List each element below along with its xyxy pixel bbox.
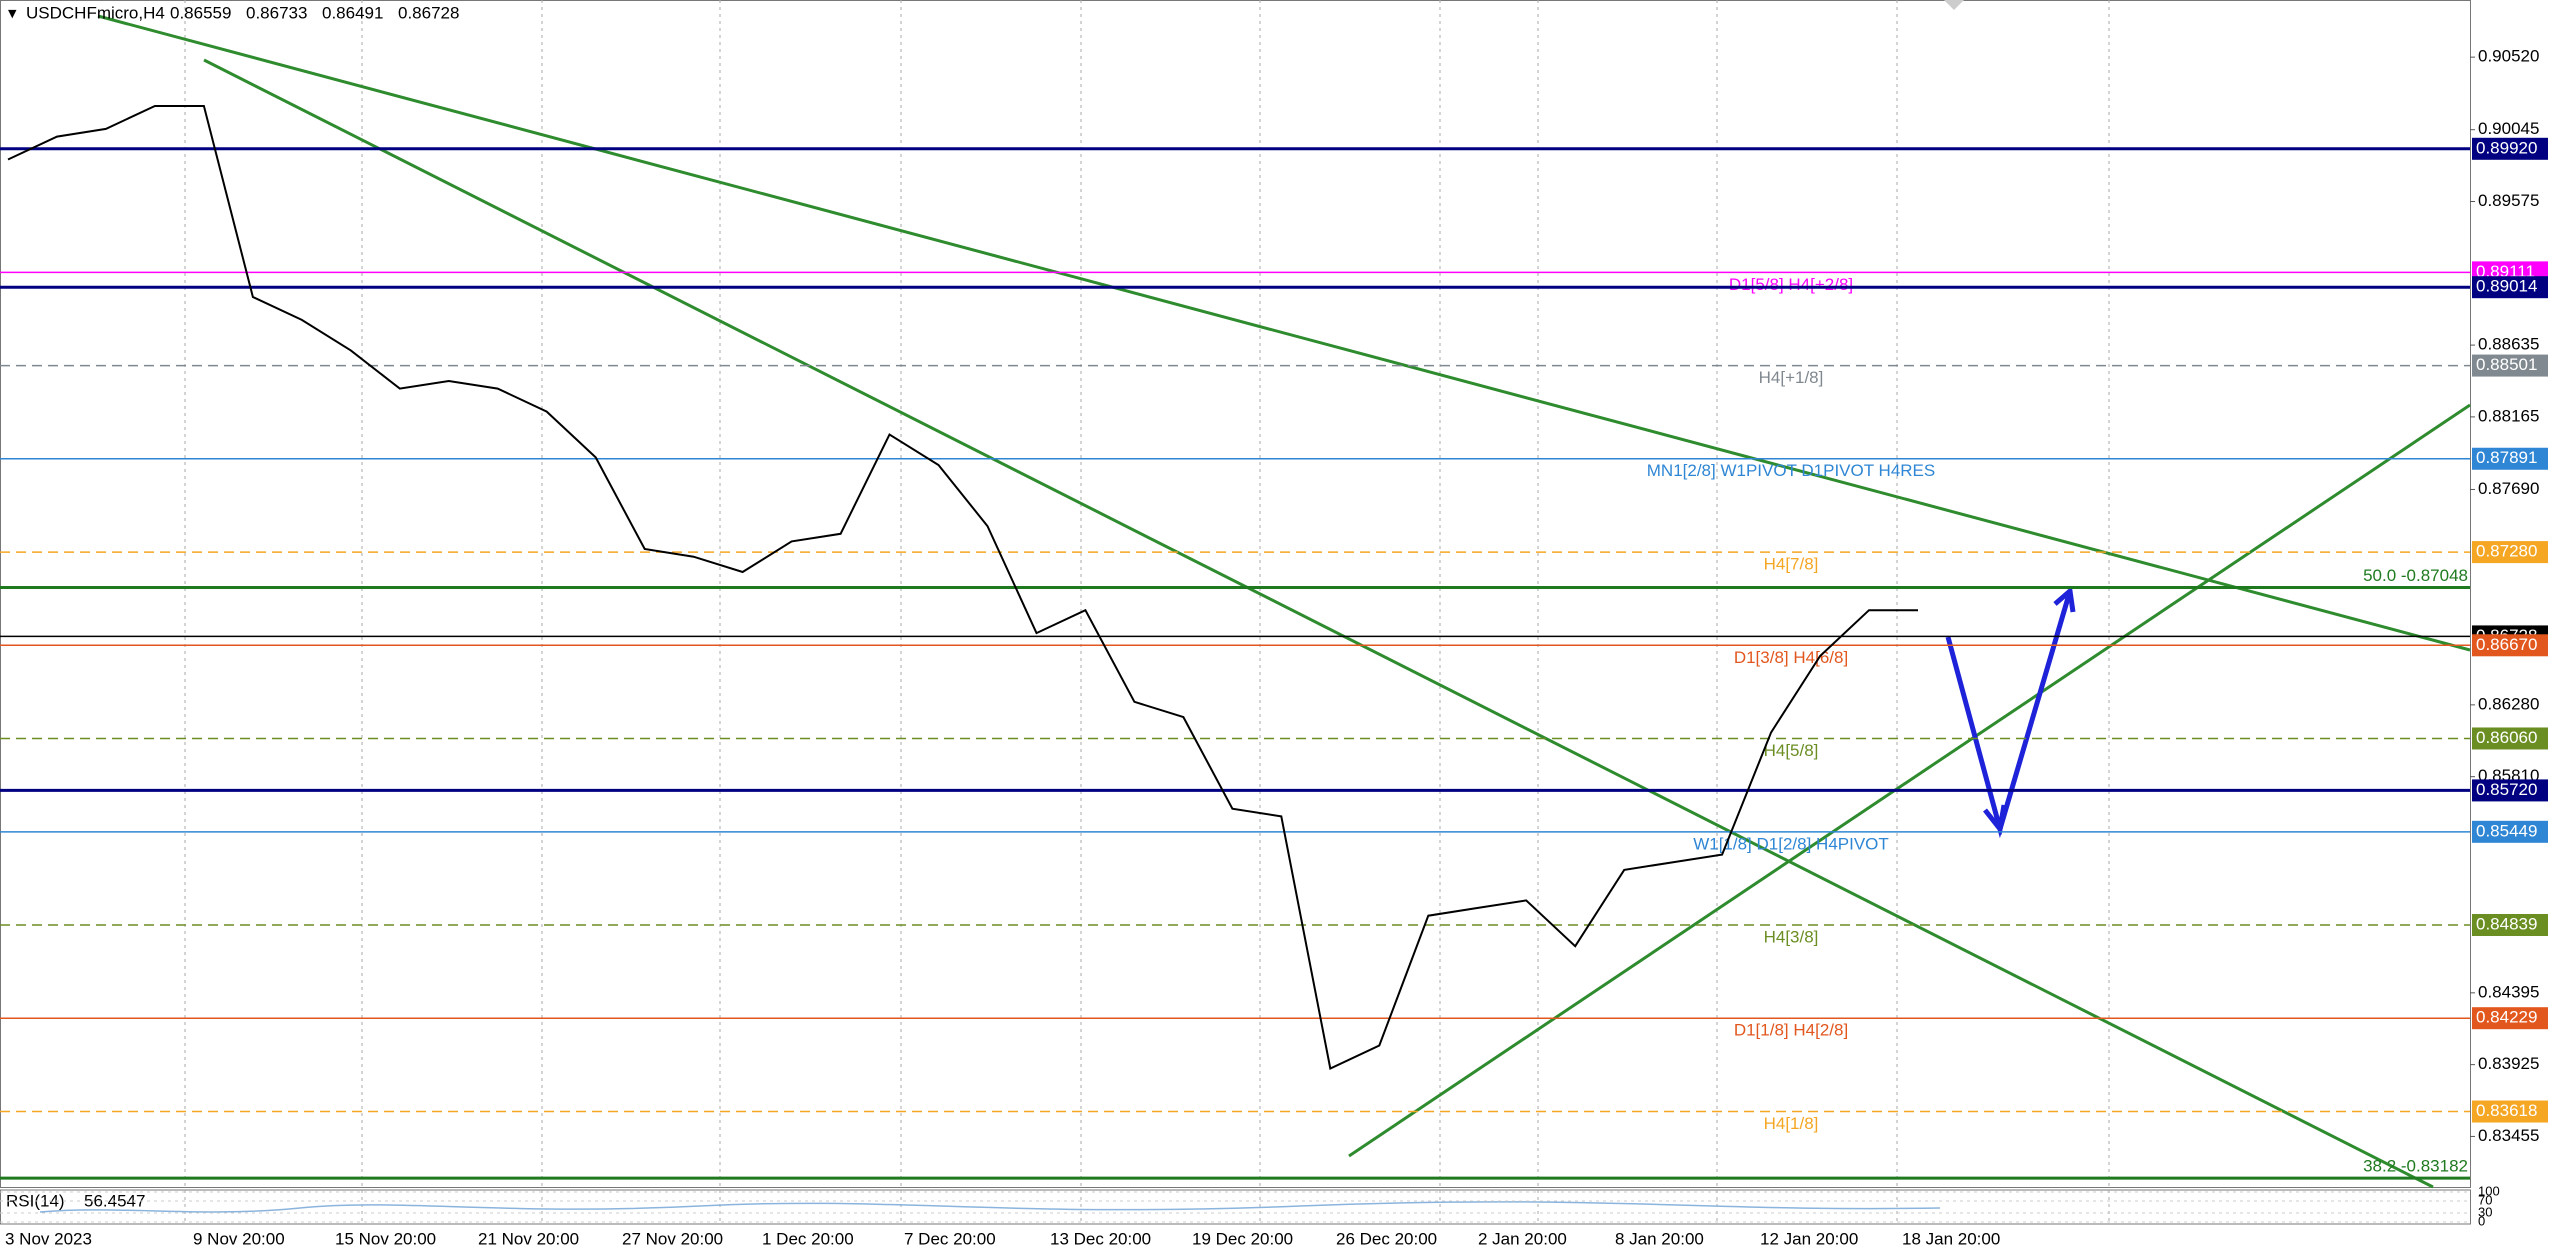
x-tick-label: 21 Nov 20:00 [478, 1229, 579, 1248]
level-text: D1[5/8] H4[+2/8] [1729, 275, 1853, 294]
level-tag [2472, 354, 2548, 377]
forecast-arrow [1945, 586, 2076, 839]
rsi-line [39, 1201, 1941, 1213]
ohlc-value: 0.86728 [398, 3, 459, 22]
level-tag-label: 0.85449 [2476, 821, 2537, 840]
level-tag-label: 0.89111 [2476, 262, 2535, 281]
vertical-grid [184, 0, 2110, 1224]
level-text: H4[3/8] [1764, 927, 1819, 946]
y-tick-label: 0.88165 [2478, 406, 2539, 425]
level-tag-label: 0.88501 [2476, 355, 2537, 374]
level-tag-label: 0.87280 [2476, 542, 2537, 561]
level-tag-label: 0.83618 [2476, 1101, 2537, 1120]
level-tag [2472, 1007, 2548, 1030]
fib-label: 50.0 -0.87048 [2363, 566, 2468, 585]
x-tick-label: 1 Dec 20:00 [762, 1229, 854, 1248]
rsi-tick-label: 70 [2478, 1192, 2492, 1207]
x-tick-label: 13 Dec 20:00 [1050, 1229, 1151, 1248]
level-text: H4[7/8] [1764, 555, 1819, 574]
x-tick-label: 3 Nov 2023 [5, 1229, 92, 1248]
level-tag-label: 0.86670 [2476, 635, 2537, 654]
x-tick-label: 7 Dec 20:00 [904, 1229, 996, 1248]
x-tick-label: 19 Dec 20:00 [1192, 1229, 1293, 1248]
level-tag-label: 0.89014 [2476, 277, 2537, 296]
rsi-frame [0, 1189, 2471, 1225]
level-tag-label: 0.84229 [2476, 1008, 2537, 1027]
x-tick-label: 9 Nov 20:00 [193, 1229, 285, 1248]
y-tick-label: 0.84395 [2478, 982, 2539, 1001]
level-tag [2472, 1100, 2548, 1123]
level-text: H4[5/8] [1764, 741, 1819, 760]
level-text: D1[1/8] H4[2/8] [1734, 1021, 1848, 1040]
x-tick-label: 8 Jan 20:00 [1615, 1229, 1704, 1248]
level-tag [2472, 779, 2548, 802]
fib-label: 38.2 -0.83182 [2363, 1157, 2468, 1176]
ohlc-value: 0.86491 [322, 3, 383, 22]
x-tick-label: 18 Jan 20:00 [1902, 1229, 2000, 1248]
y-tick-label: 0.83925 [2478, 1054, 2539, 1073]
scroll-marker [1944, 0, 1964, 10]
y-tick-label: 0.89575 [2478, 191, 2539, 210]
y-tick-label: 0.83455 [2478, 1126, 2539, 1145]
x-tick-label: 12 Jan 20:00 [1760, 1229, 1858, 1248]
symbol-arrow: ▾ [8, 3, 17, 22]
level-tag-label: 0.87891 [2476, 448, 2537, 467]
ohlc-value: 0.86559 [170, 3, 231, 22]
y-tick-label: 0.87690 [2478, 479, 2539, 498]
level-tag [2472, 276, 2548, 299]
level-tag [2472, 137, 2548, 160]
level-text: W1[1/8] D1[2/8] H4PIVOT [1693, 834, 1889, 853]
x-tick-label: 26 Dec 20:00 [1336, 1229, 1437, 1248]
level-tag [2472, 727, 2548, 750]
level-text: H4[+1/8] [1759, 368, 1824, 387]
trendlines [97, 14, 2471, 1189]
chart-title: USDCHFmicro,H4 [26, 3, 165, 22]
level-tag [2472, 820, 2548, 843]
y-tick-label: 0.90520 [2478, 47, 2539, 66]
level-tag-label: 0.86060 [2476, 728, 2537, 747]
rsi-tick-label: 100 [2478, 1183, 2500, 1198]
x-tick-label: 15 Nov 20:00 [335, 1229, 436, 1248]
level-tag-label: 0.85720 [2476, 780, 2537, 799]
level-text: D1[3/8] H4[6/8] [1734, 648, 1848, 667]
rsi-tick-label: 30 [2478, 1204, 2492, 1219]
level-text: H4[1/8] [1764, 1114, 1819, 1133]
y-tick-label: 0.88635 [2478, 335, 2539, 354]
ohlc-value: 0.86733 [246, 3, 307, 22]
x-tick-label: 27 Nov 20:00 [622, 1229, 723, 1248]
level-tag-label: 0.89920 [2476, 138, 2537, 157]
price-line [7, 105, 1918, 1070]
level-tag [2472, 541, 2548, 564]
level-text: MN1[2/8] W1PIVOT D1PIVOT H4RES [1647, 461, 1935, 480]
plot-frame [0, 0, 2471, 1188]
rsi-tick-label: 0 [2478, 1213, 2485, 1228]
y-tick-label: 0.86280 [2478, 694, 2539, 713]
level-tag [2472, 914, 2548, 937]
level-tag [2472, 634, 2548, 657]
level-tag [2472, 447, 2548, 470]
y-tick-label: 0.90045 [2478, 119, 2539, 138]
level-tag-label: 0.84839 [2476, 914, 2537, 933]
x-tick-label: 2 Jan 20:00 [1478, 1229, 1567, 1248]
